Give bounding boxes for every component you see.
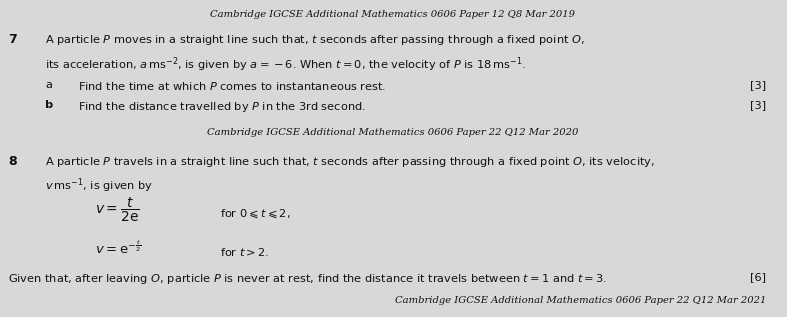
- Text: b: b: [45, 100, 54, 110]
- Text: a: a: [45, 80, 52, 90]
- Text: $v\,\mathrm{ms}^{-1}$, is given by: $v\,\mathrm{ms}^{-1}$, is given by: [45, 176, 153, 195]
- Text: 8: 8: [8, 155, 17, 168]
- Text: Given that, after leaving $O$, particle $P$ is never at rest, find the distance : Given that, after leaving $O$, particle …: [8, 272, 608, 286]
- Text: Cambridge IGCSE Additional Mathematics 0606 Paper 12 Q8 Mar 2019: Cambridge IGCSE Additional Mathematics 0…: [210, 10, 575, 19]
- Text: A particle $P$ moves in a straight line such that, $t$ seconds after passing thr: A particle $P$ moves in a straight line …: [45, 33, 585, 47]
- Text: $v = \mathrm{e}^{-\frac{t}{2}}$: $v = \mathrm{e}^{-\frac{t}{2}}$: [95, 240, 142, 257]
- Text: Find the time at which $P$ comes to instantaneous rest.: Find the time at which $P$ comes to inst…: [78, 80, 386, 92]
- Text: [3]: [3]: [750, 100, 766, 110]
- Text: Cambridge IGCSE Additional Mathematics 0606 Paper 22 Q12 Mar 2020: Cambridge IGCSE Additional Mathematics 0…: [207, 128, 578, 137]
- Text: its acceleration, $a\,\mathrm{ms}^{-2}$, is given by $a=-6$. When $t=0$, the vel: its acceleration, $a\,\mathrm{ms}^{-2}$,…: [45, 55, 527, 74]
- Text: for $t > 2$.: for $t > 2$.: [220, 246, 269, 258]
- Text: 7: 7: [8, 33, 17, 46]
- Text: for $0 \leqslant t \leqslant 2$,: for $0 \leqslant t \leqslant 2$,: [220, 207, 290, 220]
- Text: Cambridge IGCSE Additional Mathematics 0606 Paper 22 Q12 Mar 2021: Cambridge IGCSE Additional Mathematics 0…: [394, 296, 766, 305]
- Text: A particle $P$ travels in a straight line such that, $t$ seconds after passing t: A particle $P$ travels in a straight lin…: [45, 155, 655, 169]
- Text: Find the distance travelled by $P$ in the 3rd second.: Find the distance travelled by $P$ in th…: [78, 100, 366, 114]
- Text: [3]: [3]: [750, 80, 766, 90]
- Text: $v = \dfrac{t}{2\mathrm{e}}$: $v = \dfrac{t}{2\mathrm{e}}$: [95, 196, 139, 224]
- Text: [6]: [6]: [750, 272, 766, 282]
